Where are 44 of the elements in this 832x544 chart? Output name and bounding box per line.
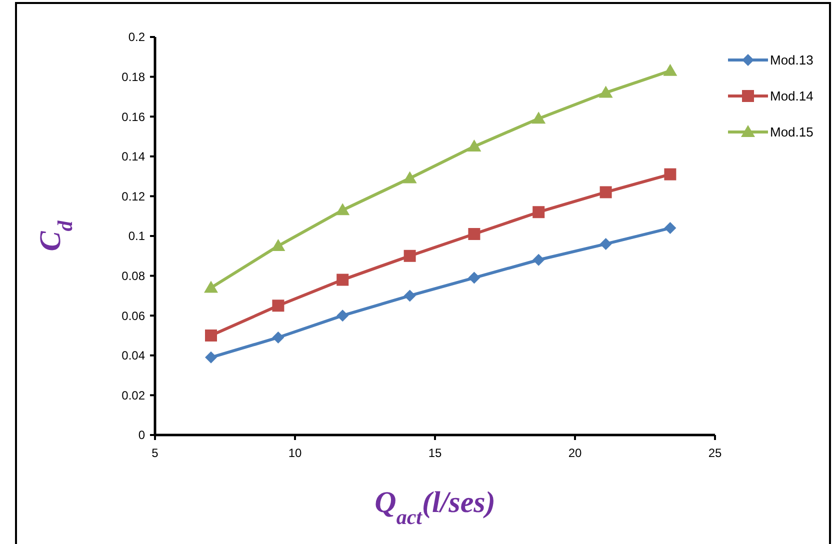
point bbox=[204, 280, 218, 293]
y-tick-label: 0.02 bbox=[122, 388, 146, 402]
point bbox=[468, 228, 480, 240]
legend-label: Mod.13 bbox=[770, 52, 814, 68]
y-tick-label: 0.16 bbox=[122, 110, 146, 124]
point bbox=[404, 290, 416, 302]
y-tick-label: 0.08 bbox=[122, 269, 146, 283]
point bbox=[600, 186, 612, 198]
y-tick-label: 0.12 bbox=[122, 189, 146, 204]
x-tick-label: 15 bbox=[428, 446, 442, 460]
y-tick-label: 0.1 bbox=[128, 229, 146, 244]
point bbox=[664, 168, 676, 180]
point bbox=[600, 238, 612, 250]
point bbox=[664, 222, 676, 234]
point bbox=[532, 112, 546, 124]
x-tick-label: 10 bbox=[288, 446, 302, 460]
y-tick-label: 0 bbox=[138, 428, 146, 442]
y-tick-label: 0.06 bbox=[122, 308, 146, 323]
point bbox=[336, 274, 349, 286]
x-tick-label: 25 bbox=[708, 446, 722, 460]
point bbox=[272, 331, 284, 344]
legend-label: Mod.14 bbox=[770, 88, 814, 104]
x-tick-label: 5 bbox=[152, 446, 159, 460]
y-tick-label: 0.2 bbox=[128, 30, 146, 44]
point bbox=[467, 139, 482, 152]
point bbox=[205, 330, 217, 342]
x-tick-label: 20 bbox=[568, 446, 582, 460]
point bbox=[532, 254, 545, 266]
y-tick-label: 0.18 bbox=[122, 70, 146, 84]
point bbox=[272, 300, 284, 312]
point bbox=[404, 250, 416, 262]
point bbox=[336, 203, 350, 216]
point bbox=[663, 64, 678, 76]
point bbox=[205, 351, 217, 364]
point bbox=[336, 310, 349, 322]
point bbox=[402, 171, 417, 184]
point bbox=[532, 206, 545, 218]
point bbox=[468, 272, 480, 284]
point bbox=[271, 238, 286, 251]
y-tick-label: 0.14 bbox=[122, 150, 146, 164]
legend-label: Mod.15 bbox=[770, 124, 814, 140]
x-axis-title: Q$_{act}$(l/ses) bbox=[374, 486, 496, 529]
y-tick-label: 0.04 bbox=[122, 348, 146, 363]
point bbox=[598, 86, 613, 98]
